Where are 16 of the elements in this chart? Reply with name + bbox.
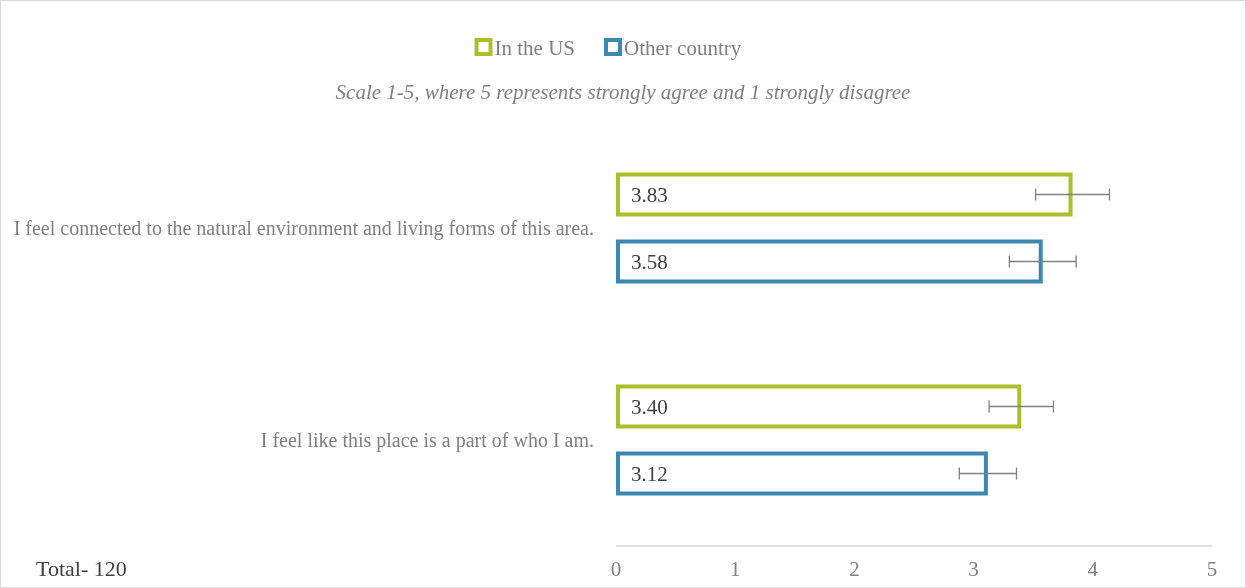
x-tick-label: 0	[610, 557, 622, 581]
y-tick-label: I feel connected to the natural environment and living forms of this area.	[13, 217, 594, 240]
x-tick-label: 1	[729, 557, 741, 581]
data-label: 3.12	[631, 461, 668, 486]
legend-label: In the US	[494, 36, 575, 61]
data-label: 3.83	[631, 182, 668, 207]
legend-label: Other country	[624, 36, 742, 61]
x-tick-label: 4	[1087, 557, 1099, 581]
text: Total- 120	[36, 555, 127, 581]
y-tick-label: I feel like this place is a part of who I am.	[260, 429, 594, 452]
data-label: 3.40	[631, 394, 668, 419]
x-tick-label: 5	[1206, 557, 1218, 581]
data-label: 3.58	[631, 249, 668, 274]
x-tick-label: 2	[849, 557, 860, 581]
chart-subtitle: Scale 1-5, where 5 represents strongly agree and 1 strongly disagree	[335, 80, 911, 105]
x-tick-label: 3	[968, 557, 979, 581]
